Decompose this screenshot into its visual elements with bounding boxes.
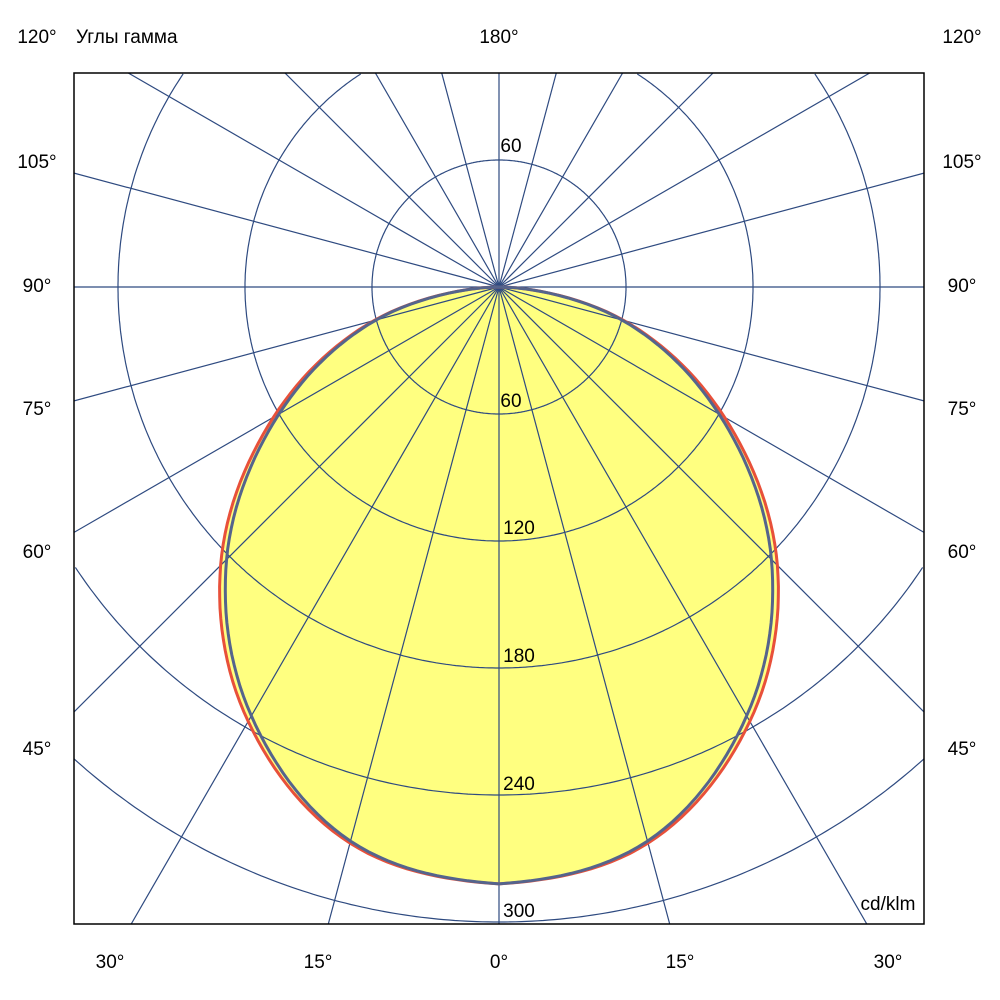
ring-label-top: 60 [500, 136, 522, 157]
angle-label-left: 45° [22, 739, 52, 760]
grid-spoke [498, 286, 924, 402]
angle-label-left: 90° [22, 276, 52, 297]
grid-spoke [374, 73, 500, 288]
grid-spoke [74, 286, 500, 713]
grid-spoke [128, 73, 500, 288]
angle-label-right: 120° [942, 27, 982, 48]
grid-spoke [498, 73, 870, 288]
grid-spoke [327, 286, 500, 924]
grid-spoke [498, 73, 714, 288]
grid-ring [244, 73, 754, 542]
ring-label: 240 [503, 774, 535, 795]
grid-spoke [498, 73, 624, 288]
angle-label-right: 90° [947, 276, 977, 297]
ring-label: 60 [500, 391, 522, 412]
angle-label-left: 75° [22, 399, 52, 420]
ring-label: 180 [503, 646, 535, 667]
angle-label-bottom: 0° [489, 952, 509, 973]
angle-label-bottom: 15° [665, 952, 695, 973]
grid-spoke [284, 73, 500, 288]
grid-spoke [498, 172, 924, 288]
angle-label-right: 105° [942, 152, 982, 173]
angle-label-left: 105° [17, 152, 57, 173]
angle-label-top: 180° [479, 27, 519, 48]
grid-spoke [498, 286, 671, 924]
angle-label-left: 120° [17, 27, 57, 48]
grid-spoke [498, 286, 924, 533]
ring-label: 300 [503, 901, 535, 922]
grid-spoke [74, 172, 500, 288]
grid-spoke [498, 286, 868, 924]
angle-label-left: 60° [22, 542, 52, 563]
grid-spoke [74, 286, 500, 402]
angle-label-bottom: 15° [303, 952, 333, 973]
intensity-curve-1 [223, 285, 775, 886]
plot-frame [73, 72, 925, 925]
angle-label-right: 75° [947, 399, 977, 420]
grid-spoke [441, 73, 500, 288]
angle-label-bottom: 30° [873, 952, 903, 973]
chart-title: Углы гамма [76, 27, 178, 48]
grid-spoke [74, 286, 500, 533]
grid-spoke [130, 286, 500, 924]
grid-spoke [498, 286, 924, 713]
unit-label: cd/klm [860, 894, 916, 915]
angle-label-bottom: 30° [95, 952, 125, 973]
angle-label-right: 60° [947, 542, 977, 563]
angle-label-right: 45° [947, 739, 977, 760]
grid-ring [117, 73, 881, 669]
grid-spoke [498, 73, 557, 288]
ring-label: 120 [503, 518, 535, 539]
